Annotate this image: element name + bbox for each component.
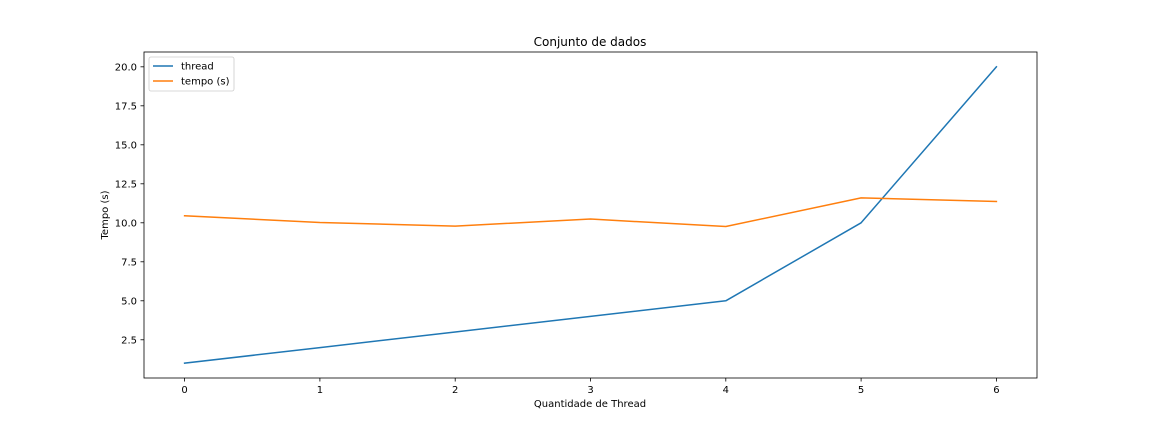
y-tick-label: 2.5 xyxy=(121,335,137,346)
series-line-0 xyxy=(183,65,998,365)
y-tick-label: 15.0 xyxy=(115,140,137,151)
y-axis-label: Tempo (s) xyxy=(100,190,111,240)
series-line-1 xyxy=(183,197,998,228)
x-tick-label: 6 xyxy=(993,385,999,396)
x-tick-label: 3 xyxy=(587,385,593,396)
y-tick-label: 5.0 xyxy=(121,296,137,307)
y-tick-label: 17.5 xyxy=(115,101,137,112)
y-tick-label: 10.0 xyxy=(115,218,137,229)
legend-label-1: tempo (s) xyxy=(181,77,230,88)
legend-label-0: thread xyxy=(181,62,214,73)
x-axis-label: Quantidade de Thread xyxy=(534,399,646,410)
legend: thread tempo (s) xyxy=(148,56,235,92)
x-axis: 0 1 2 3 4 5 6 xyxy=(181,378,1000,396)
chart-title: Conjunto de dados xyxy=(534,35,647,49)
plot-lines xyxy=(183,65,998,365)
x-tick-label: 0 xyxy=(181,385,187,396)
plot-area xyxy=(143,51,1038,379)
y-tick-label: 20.0 xyxy=(115,62,137,73)
x-tick-label: 5 xyxy=(858,385,864,396)
y-tick-label: 12.5 xyxy=(115,179,137,190)
y-axis: 2.5 5.0 7.5 10.0 12.5 15.0 17.5 20.0 xyxy=(115,62,144,346)
x-tick-label: 1 xyxy=(317,385,323,396)
x-tick-label: 4 xyxy=(723,385,729,396)
y-tick-label: 7.5 xyxy=(121,257,137,268)
x-tick-label: 2 xyxy=(452,385,458,396)
